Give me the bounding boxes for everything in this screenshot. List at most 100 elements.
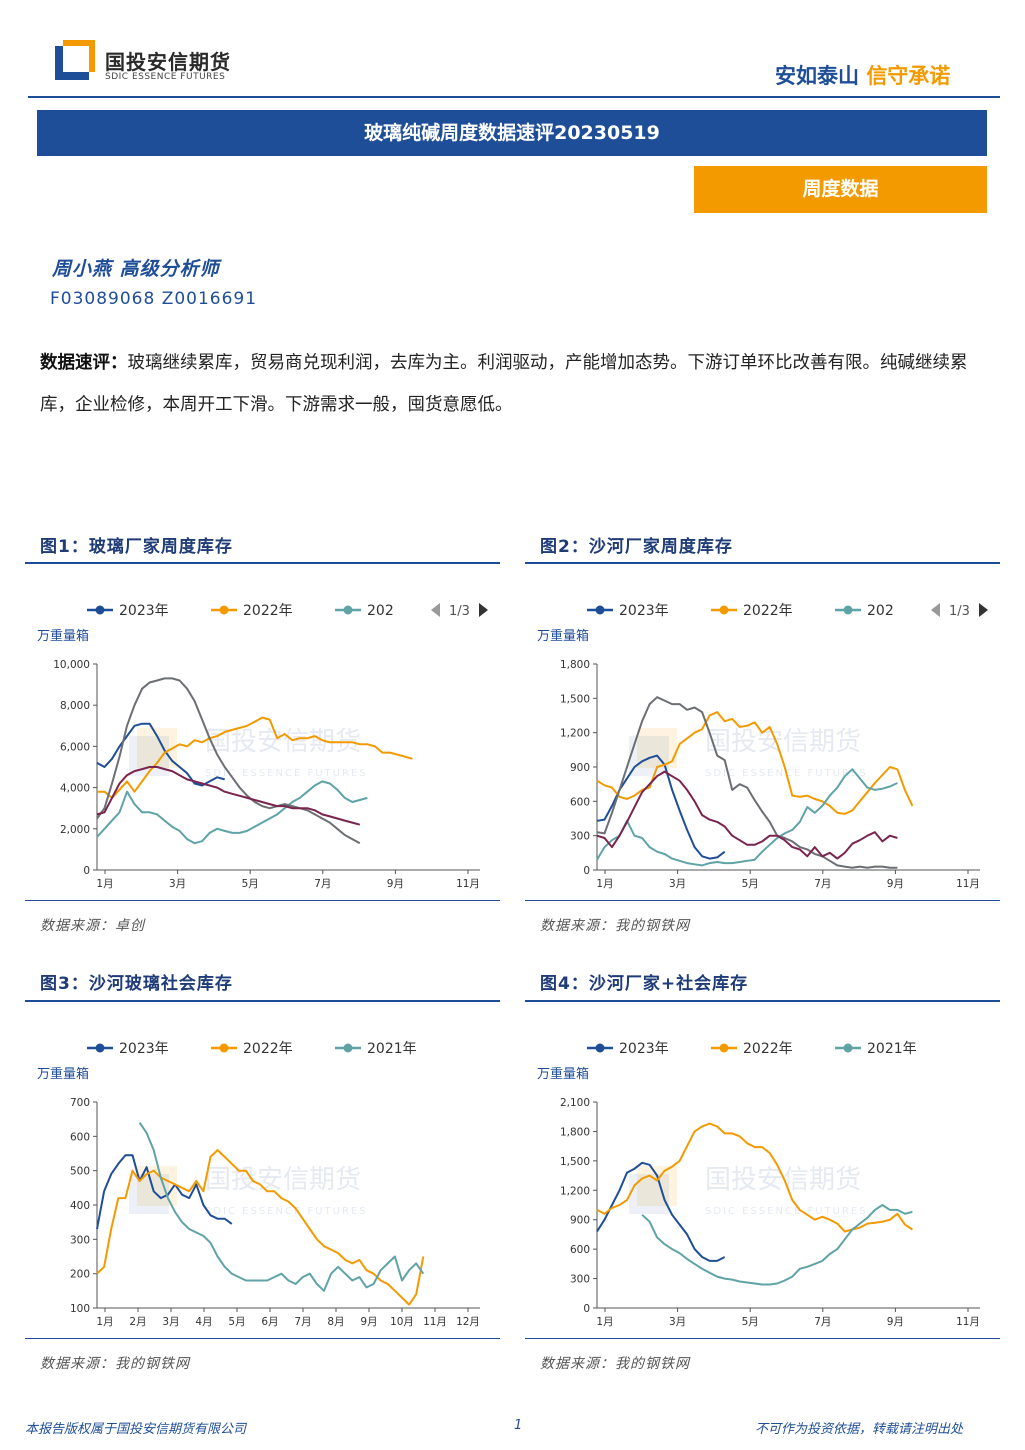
series-line — [596, 711, 914, 815]
author-line: 周小燕 高级分析师 — [52, 258, 220, 280]
summary-paragraph: 数据速评：玻璃继续累库，贸易商兑现利润，去库为主。利润驱动，产能增加态势。下游订… — [40, 342, 975, 426]
series-line — [96, 766, 361, 826]
x-tick-label: 7月 — [314, 878, 331, 890]
figure-4-source: 数据来源：我的钢铁网 — [540, 1356, 690, 1372]
legend-label: 2023年 — [119, 603, 169, 619]
y-tick-label: 900 — [570, 1215, 590, 1227]
y-unit-label: 万重量箱 — [537, 1066, 589, 1082]
series-line — [96, 1154, 233, 1230]
x-tick-label: 7月 — [814, 1316, 831, 1328]
series-line — [641, 1204, 913, 1286]
summary-label: 数据速评： — [40, 353, 128, 373]
legend-label: 2022年 — [743, 603, 793, 619]
series-line — [97, 716, 413, 799]
legend-marker — [219, 1043, 229, 1053]
x-tick-label: 1月 — [596, 1316, 613, 1328]
header-divider — [28, 96, 1000, 98]
watermark-subtext: SDIC ESSENCE FUTURES — [705, 768, 868, 779]
watermark-subtext: SDIC ESSENCE FUTURES — [205, 1206, 368, 1217]
x-tick-label: 5月 — [228, 1316, 245, 1328]
y-tick-label: 2,100 — [560, 1097, 590, 1109]
license-codes: F03089068 Z0016691 — [50, 289, 258, 309]
footer-disclaimer: 不可作为投资依据，转载请注明出处 — [755, 1422, 964, 1437]
figure-4-title: 图4：沙河厂家+社会库存 — [540, 974, 749, 994]
x-tick-label: 3月 — [162, 1316, 179, 1328]
x-tick-label: 11月 — [423, 1316, 447, 1328]
y-tick-label: 1,800 — [560, 659, 590, 671]
logo-icon — [55, 40, 95, 80]
watermark-logo-icon — [129, 1174, 169, 1214]
x-tick-label: 5月 — [242, 878, 259, 890]
legend-marker — [719, 1043, 729, 1053]
figure-3-source: 数据来源：我的钢铁网 — [40, 1356, 190, 1372]
y-tick-label: 4,000 — [60, 783, 90, 795]
slogan: 安如泰山 信守承诺 — [775, 60, 950, 90]
legend-marker — [219, 605, 229, 615]
legend-label: 2022年 — [243, 603, 293, 619]
x-tick-label: 9月 — [887, 878, 904, 890]
x-tick-label: 12月 — [456, 1316, 480, 1328]
legend-marker — [95, 605, 105, 615]
legend-marker — [343, 605, 353, 615]
y-tick-label: 600 — [70, 1131, 90, 1143]
figure-4-bottomline — [525, 1338, 1000, 1339]
y-tick-label: 8,000 — [60, 700, 90, 712]
figure-1-topline — [25, 562, 500, 564]
slogan-part-b: 信守承诺 — [866, 64, 951, 88]
legend-next-icon — [479, 603, 488, 617]
legend-label: 2022年 — [243, 1041, 293, 1057]
series-line — [596, 696, 898, 869]
figure-3-title: 图3：沙河玻璃社会库存 — [40, 974, 233, 994]
watermark-logo-icon — [637, 1166, 677, 1206]
figure-1-source: 数据来源：卓创 — [40, 918, 145, 934]
series-line — [138, 1122, 425, 1292]
x-tick-label: 7月 — [294, 1316, 311, 1328]
y-tick-label: 300 — [570, 1274, 590, 1286]
x-tick-label: 6月 — [261, 1316, 278, 1328]
x-tick-label: 11月 — [956, 878, 980, 890]
x-tick-label: 9月 — [360, 1316, 377, 1328]
figure-3-topline — [25, 1000, 500, 1002]
x-tick-label: 4月 — [195, 1316, 212, 1328]
legend-label: 2022年 — [743, 1041, 793, 1057]
y-tick-label: 1,800 — [560, 1126, 590, 1138]
figure-2-topline — [525, 562, 1000, 564]
series-line — [596, 770, 898, 860]
series-line — [96, 1149, 425, 1306]
watermark-subtext: SDIC ESSENCE FUTURES — [205, 768, 368, 779]
figure-2-title: 图2：沙河厂家周度库存 — [540, 537, 733, 557]
x-tick-label: 3月 — [669, 1316, 686, 1328]
y-unit-label: 万重量箱 — [37, 628, 89, 644]
figure-2-bottomline — [525, 900, 1000, 901]
x-tick-label: 7月 — [814, 878, 831, 890]
slogan-part-a: 安如泰山 — [775, 64, 859, 88]
report-type-tag: 周度数据 — [694, 166, 987, 213]
watermark-text: 国投安信期货 — [205, 1165, 361, 1195]
x-tick-label: 9月 — [887, 1316, 904, 1328]
y-tick-label: 0 — [583, 1303, 590, 1315]
footer-copyright: 本报告版权属于国投安信期货有限公司 — [25, 1422, 247, 1437]
legend-marker — [719, 605, 729, 615]
figure-2-source: 数据来源：我的钢铁网 — [540, 918, 690, 934]
y-tick-label: 700 — [70, 1097, 90, 1109]
x-tick-label: 1月 — [596, 878, 613, 890]
series-line — [596, 1161, 726, 1262]
x-tick-label: 9月 — [387, 878, 404, 890]
x-tick-label: 8月 — [327, 1316, 344, 1328]
x-tick-label: 2月 — [129, 1316, 146, 1328]
watermark-text: 国投安信期货 — [705, 727, 861, 757]
legend-next-icon — [979, 603, 988, 617]
logo-text-en: SDIC ESSENCE FUTURES — [105, 72, 226, 82]
legend-prev-icon — [931, 603, 940, 617]
y-tick-label: 2,000 — [60, 824, 90, 836]
y-tick-label: 300 — [70, 1234, 90, 1246]
y-unit-label: 万重量箱 — [537, 628, 589, 644]
y-tick-label: 1,200 — [560, 1185, 590, 1197]
legend-marker — [595, 1043, 605, 1053]
legend-label: 2021年 — [867, 1041, 917, 1057]
legend-label: 202 — [367, 603, 394, 619]
